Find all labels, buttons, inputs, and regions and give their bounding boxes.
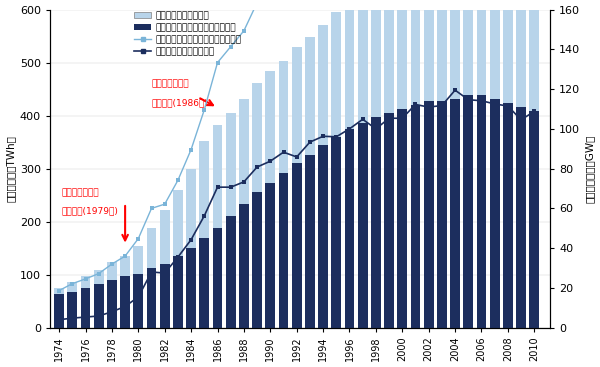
Bar — [503, 103, 513, 328]
Bar — [265, 182, 275, 328]
Bar — [186, 168, 196, 328]
Bar — [463, 0, 473, 328]
Bar — [54, 294, 64, 328]
Bar — [331, 11, 341, 328]
Bar — [305, 37, 315, 328]
Bar — [120, 276, 130, 328]
Bar — [305, 155, 315, 328]
Bar — [358, 123, 368, 328]
Bar — [173, 190, 183, 328]
Text: スリーマイル島: スリーマイル島 — [62, 188, 100, 197]
Bar — [199, 141, 209, 328]
Bar — [476, 95, 487, 328]
Bar — [133, 246, 143, 328]
Bar — [358, 0, 368, 328]
Bar — [318, 25, 328, 328]
Bar — [107, 262, 117, 328]
Bar — [252, 83, 262, 328]
Text: 原発事故(1979年): 原発事故(1979年) — [62, 207, 119, 216]
Bar — [292, 47, 302, 328]
Bar — [450, 99, 460, 328]
Bar — [160, 210, 170, 328]
Bar — [226, 216, 236, 328]
Bar — [437, 0, 447, 328]
Bar — [490, 0, 500, 328]
Bar — [516, 107, 526, 328]
Bar — [529, 0, 539, 328]
Bar — [331, 137, 341, 328]
Bar — [80, 276, 91, 328]
Bar — [529, 111, 539, 328]
Bar — [503, 0, 513, 328]
Text: チェルノブイリ: チェルノブイリ — [152, 79, 189, 88]
Bar — [318, 145, 328, 328]
Bar — [424, 101, 434, 328]
Bar — [476, 0, 487, 328]
Bar — [212, 125, 223, 328]
Legend: 設備容量（フランス）, 設備容量（フランスを除く欧州）, 発電電力量（フランスを除く欧州）, 発電電力量（フランス）: 設備容量（フランス）, 設備容量（フランスを除く欧州）, 発電電力量（フランスを… — [134, 11, 241, 57]
Bar — [54, 288, 64, 328]
Bar — [226, 113, 236, 328]
Bar — [424, 0, 434, 328]
Bar — [371, 0, 381, 328]
Bar — [67, 292, 77, 328]
Bar — [463, 95, 473, 328]
Bar — [212, 228, 223, 328]
Y-axis label: 発電設備容量（GW）: 発電設備容量（GW） — [584, 134, 595, 203]
Bar — [265, 71, 275, 328]
Bar — [120, 256, 130, 328]
Bar — [239, 99, 249, 328]
Bar — [437, 101, 447, 328]
Bar — [160, 264, 170, 328]
Bar — [278, 172, 289, 328]
Bar — [107, 280, 117, 328]
Bar — [94, 284, 104, 328]
Bar — [278, 61, 289, 328]
Bar — [146, 268, 157, 328]
Bar — [371, 117, 381, 328]
Bar — [186, 248, 196, 328]
Bar — [490, 99, 500, 328]
Bar — [397, 0, 407, 328]
Bar — [252, 192, 262, 328]
Bar — [67, 282, 77, 328]
Bar — [384, 0, 394, 328]
Text: 原発事故(1986年): 原発事故(1986年) — [152, 98, 208, 107]
Bar — [146, 228, 157, 328]
Bar — [239, 204, 249, 328]
Bar — [450, 0, 460, 328]
Bar — [133, 274, 143, 328]
Bar — [410, 0, 421, 328]
Bar — [292, 163, 302, 328]
Bar — [199, 238, 209, 328]
Bar — [344, 129, 355, 328]
Bar — [384, 113, 394, 328]
Bar — [397, 109, 407, 328]
Bar — [94, 270, 104, 328]
Bar — [173, 256, 183, 328]
Y-axis label: 発電電力量（TWh）: 発電電力量（TWh） — [5, 135, 16, 202]
Bar — [344, 4, 355, 328]
Bar — [80, 288, 91, 328]
Bar — [516, 0, 526, 328]
Bar — [410, 105, 421, 328]
